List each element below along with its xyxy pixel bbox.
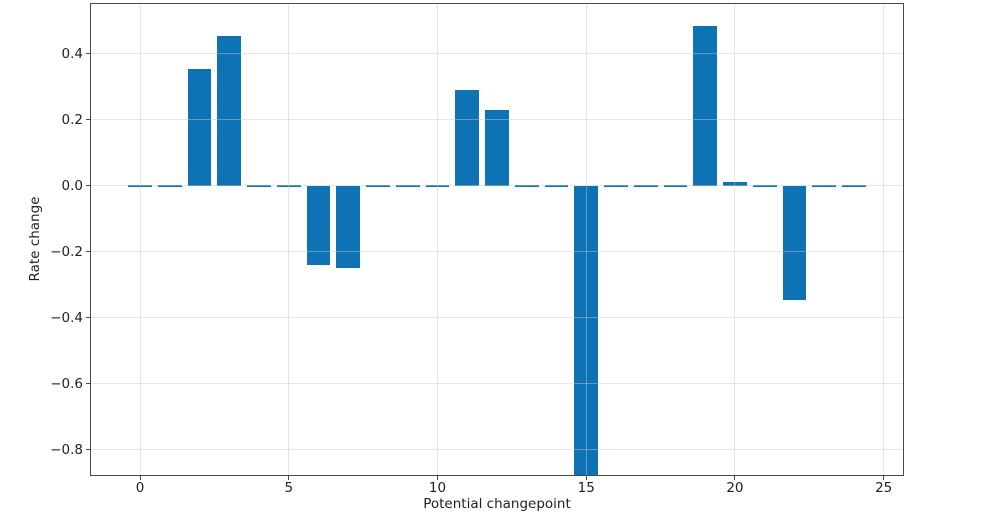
grid-layer	[91, 4, 903, 475]
y-tick-label: −0.6	[50, 375, 83, 392]
y-gridline	[91, 449, 903, 451]
zero-value-bar-dash	[366, 184, 390, 187]
bar	[217, 35, 242, 186]
y-tick-mark	[86, 119, 90, 121]
x-gridline	[437, 4, 438, 475]
zero-value-bar-dash	[812, 184, 837, 187]
y-tick-mark	[86, 449, 90, 451]
x-gridline	[734, 4, 736, 475]
zero-value-bar-dash	[247, 184, 271, 187]
zero-value-bar-dash	[157, 184, 182, 187]
y-gridline	[91, 383, 903, 385]
plot-area	[90, 3, 904, 476]
bar-layer	[91, 4, 903, 475]
x-gridline	[288, 4, 290, 475]
y-tick-label: −0.2	[50, 243, 83, 260]
y-gridline	[91, 185, 903, 187]
zero-value-bar-dash	[276, 184, 301, 187]
bar	[782, 185, 807, 300]
zero-value-bar-dash	[842, 184, 866, 187]
x-gridline	[585, 4, 587, 475]
x-gridline	[139, 4, 141, 475]
zero-value-bar-dash	[128, 184, 152, 187]
x-tick-label: 5	[284, 480, 294, 496]
y-axis-label: Rate change	[27, 196, 43, 282]
bar	[306, 185, 331, 266]
x-tick-label: 10	[428, 480, 447, 496]
zero-value-bar-dash	[604, 184, 628, 187]
y-gridline	[91, 53, 903, 55]
x-tick-mark	[883, 476, 885, 480]
y-tick-mark	[86, 317, 90, 319]
x-tick-mark	[734, 476, 736, 480]
y-tick-mark	[86, 53, 90, 55]
bar	[485, 110, 509, 186]
y-tick-label: −0.8	[50, 441, 83, 458]
y-tick-label: 0.0	[61, 177, 83, 194]
x-tick-mark	[288, 476, 290, 480]
zero-value-bar-dash	[514, 184, 539, 187]
x-tick-mark	[437, 476, 438, 480]
x-tick-mark	[139, 476, 141, 480]
y-tick-label: 0.4	[61, 45, 83, 62]
y-gridline	[91, 119, 903, 121]
zero-value-bar-dash	[752, 184, 777, 187]
y-gridline	[91, 251, 903, 253]
y-gridline	[91, 317, 903, 319]
zero-value-bar-dash	[395, 184, 420, 187]
y-tick-mark	[86, 251, 90, 253]
x-tick-label: 20	[726, 480, 744, 496]
x-tick-label: 0	[135, 480, 145, 496]
zero-value-bar-dash	[633, 184, 658, 187]
bar	[336, 185, 361, 269]
x-gridline	[883, 4, 885, 475]
y-tick-mark	[86, 383, 90, 385]
x-tick-label: 15	[577, 480, 595, 496]
zero-value-bar-dash	[425, 184, 450, 187]
y-tick-mark	[86, 185, 90, 187]
y-tick-label: 0.2	[61, 111, 83, 128]
bar	[187, 68, 212, 186]
x-tick-label: 25	[875, 480, 893, 496]
x-tick-mark	[585, 476, 587, 480]
x-axis-label: Potential changepoint	[423, 496, 571, 512]
zero-value-bar-dash	[663, 184, 688, 187]
zero-value-bar-dash	[544, 184, 569, 187]
y-tick-label: −0.4	[50, 309, 83, 326]
bar	[455, 90, 480, 186]
bar	[723, 182, 747, 186]
bar	[693, 25, 718, 186]
bar	[574, 185, 599, 475]
